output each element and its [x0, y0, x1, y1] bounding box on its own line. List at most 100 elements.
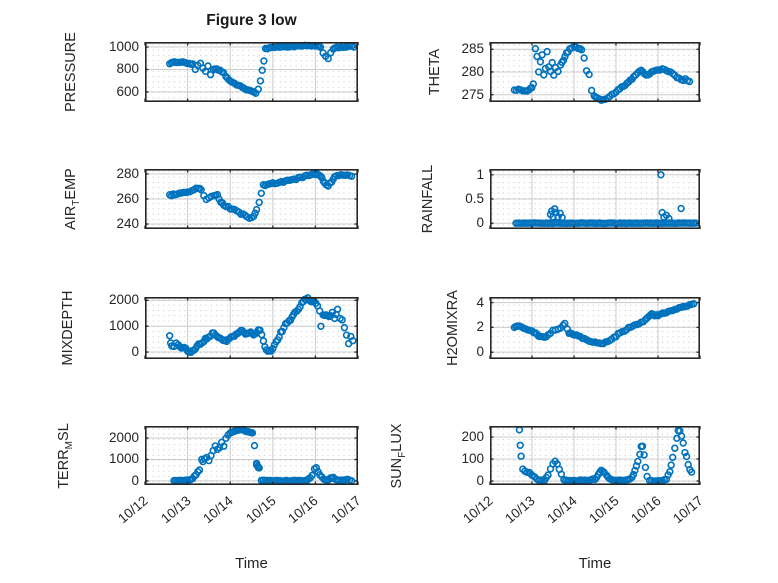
- y-tick-label: 1000: [108, 451, 139, 467]
- data-point-marker: [665, 214, 673, 223]
- y-axis-label-text: MIXDEPTH: [60, 290, 76, 366]
- axes-box: [145, 297, 358, 360]
- y-tick-label: 0: [476, 473, 484, 489]
- data-point-marker: [634, 457, 642, 466]
- data-point-marker: [657, 171, 665, 179]
- data-point-marker: [536, 58, 545, 66]
- data-point-marker: [585, 70, 593, 79]
- data-point-marker: [667, 461, 675, 469]
- data-point-marker: [269, 344, 277, 353]
- data-point-marker: [195, 184, 204, 193]
- data-point-marker: [255, 198, 263, 207]
- y-axis-label-text: SUN: [389, 457, 405, 488]
- data-point-marker: [669, 453, 677, 462]
- x-axis-label-left: Time: [235, 555, 268, 572]
- y-tick-label: 100: [461, 451, 484, 467]
- data-point-marker: [204, 62, 212, 70]
- axes-box: [145, 426, 358, 486]
- data-point-marker: [349, 336, 357, 345]
- data-point-marker: [550, 71, 558, 79]
- y-tick-label: 280: [116, 166, 139, 181]
- axes-box: [490, 42, 700, 103]
- subplot-rainfall: [489, 169, 701, 230]
- data-point-marker: [550, 205, 559, 213]
- data-point-marker: [340, 323, 349, 332]
- y-tick-label: 260: [116, 191, 139, 206]
- x-axis-label-right: Time: [578, 555, 612, 572]
- y-axis-label-rainfall: RAINFALL: [420, 129, 440, 269]
- y-tick-label: 2: [476, 319, 484, 335]
- data-point-marker: [534, 68, 543, 76]
- data-point-marker: [312, 463, 321, 472]
- data-point-marker: [324, 54, 332, 63]
- data-point-marker: [554, 67, 562, 76]
- data-point-marker: [258, 66, 266, 74]
- y-axis-label-text: AIR: [63, 205, 79, 230]
- data-point-marker: [632, 462, 641, 470]
- y-tick-label: 2000: [108, 292, 139, 308]
- y-tick-label: 0: [131, 344, 139, 360]
- subplot-h2omixra: [489, 297, 701, 360]
- subplot-sun-flux: [489, 426, 701, 486]
- subplot-pressure: [144, 41, 359, 103]
- data-point-marker: [194, 467, 202, 476]
- y-tick-label: 600: [116, 83, 139, 99]
- data-point-marker: [166, 332, 174, 340]
- y-tick-label: 1000: [108, 39, 139, 55]
- y-axis-label-h2omixra: H2OMIXRA: [445, 258, 465, 398]
- y-axis-label-text: SL: [56, 422, 72, 441]
- subplot-theta: [489, 42, 701, 104]
- y-tick-label: 0.5: [465, 191, 484, 206]
- y-tick-label: 4: [476, 294, 484, 310]
- y-axis-label-text: LUX: [389, 423, 405, 452]
- data-point-marker: [577, 45, 586, 54]
- data-points: [512, 171, 700, 228]
- y-axis-label-subscript: T: [71, 199, 82, 206]
- data-point-marker: [254, 85, 263, 93]
- data-point-marker: [251, 209, 259, 217]
- subplot-terr-msl: [144, 425, 359, 486]
- data-point-marker: [317, 322, 325, 330]
- y-tick-label: 275: [461, 86, 484, 102]
- data-point-marker: [559, 321, 567, 329]
- data-point-marker: [682, 452, 691, 461]
- data-point-marker: [248, 329, 256, 338]
- y-axis-label-subscript: F: [397, 451, 408, 458]
- data-point-marker: [308, 471, 316, 480]
- data-point-marker: [679, 439, 687, 447]
- y-axis-label-pressure: PRESSURE: [63, 2, 83, 142]
- data-point-marker: [580, 54, 588, 62]
- y-tick-label: 800: [116, 61, 139, 77]
- y-tick-label: 1000: [108, 318, 139, 334]
- data-point-marker: [631, 466, 639, 475]
- data-point-marker: [531, 44, 540, 53]
- data-point-marker: [318, 173, 326, 182]
- data-point-marker: [342, 331, 351, 339]
- data-point-marker: [636, 450, 644, 458]
- data-point-marker: [280, 323, 288, 332]
- data-point-marker: [347, 172, 356, 180]
- figure-title: Figure 3 low: [206, 12, 297, 29]
- data-points: [510, 299, 698, 348]
- y-tick-label: 0: [476, 215, 484, 231]
- y-tick-label: 285: [461, 41, 484, 57]
- data-point-marker: [250, 441, 259, 450]
- data-point-marker: [690, 299, 698, 308]
- data-point-marker: [677, 432, 686, 440]
- y-axis-label-text: H2OMIXRA: [445, 290, 461, 366]
- axes-box: [490, 426, 700, 486]
- data-point-marker: [252, 205, 261, 214]
- data-point-marker: [544, 471, 552, 479]
- data-point-marker: [559, 56, 568, 64]
- y-axis-label-air-temp: AIRTEMP: [63, 129, 83, 269]
- data-point-marker: [278, 327, 286, 336]
- data-point-marker: [256, 77, 265, 85]
- data-points: [515, 426, 696, 485]
- data-points: [510, 42, 694, 104]
- y-tick-label: 2000: [108, 430, 139, 445]
- data-points: [170, 425, 356, 485]
- data-point-marker: [260, 57, 268, 65]
- axes-box: [145, 169, 358, 230]
- data-point-marker: [558, 213, 566, 222]
